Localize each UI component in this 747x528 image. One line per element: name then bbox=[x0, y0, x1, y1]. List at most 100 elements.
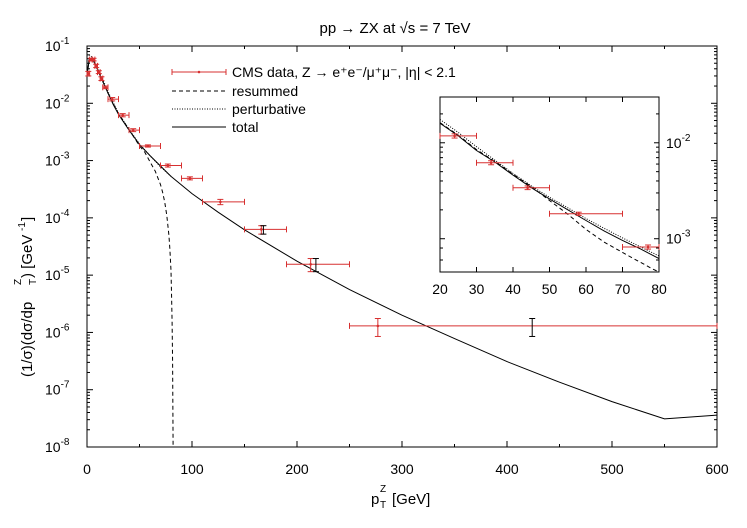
main-data-point bbox=[160, 162, 182, 169]
main-marker bbox=[100, 77, 103, 80]
x-tick-label: 200 bbox=[285, 461, 309, 477]
main-marker bbox=[166, 164, 170, 167]
main-axes: 0 100 200 300 400 500 600 10-8 10-7 10-6 10-5 10-4 1… bbox=[45, 36, 729, 477]
legend: CMS data, Z → e⁺e⁻/μ⁺μ⁻, |η| < 2.1 resum… bbox=[171, 64, 456, 135]
inset-x-tick-label: 60 bbox=[578, 281, 594, 297]
main-marker bbox=[146, 144, 150, 148]
y-tick-label: 10-7 bbox=[45, 380, 70, 398]
y-tick-label: 10-3 bbox=[45, 151, 70, 169]
main-data-point bbox=[90, 56, 97, 63]
legend-label-total: total bbox=[232, 119, 258, 135]
main-data-points bbox=[85, 56, 718, 337]
main-marker bbox=[104, 86, 107, 89]
main-data-point bbox=[181, 175, 203, 182]
legend-label-resummed: resummed bbox=[232, 83, 298, 99]
x-tick-label: 100 bbox=[180, 461, 204, 477]
main-series-resummed bbox=[86, 58, 174, 448]
x-tick-label: 300 bbox=[390, 461, 414, 477]
x-tick-label: 400 bbox=[495, 461, 519, 477]
main-marker bbox=[94, 64, 98, 68]
legend-entry-total: total bbox=[172, 119, 258, 135]
main-marker bbox=[376, 324, 380, 328]
main-data-point bbox=[98, 75, 105, 82]
main-data-point bbox=[202, 198, 245, 206]
main-marker bbox=[121, 113, 124, 117]
chart-title: pp → ZX at √s = 7 TeV bbox=[320, 20, 471, 37]
main-marker bbox=[110, 97, 114, 101]
inset-marker bbox=[453, 134, 456, 138]
main-marker bbox=[97, 70, 101, 74]
inset-marker bbox=[577, 212, 580, 216]
x-axis-label-sup: Z bbox=[380, 484, 386, 495]
inset-data-point bbox=[549, 210, 623, 217]
main-extra-errorbar bbox=[312, 258, 319, 273]
y-axis-label-a: (1/σ)(dσ/dp bbox=[19, 302, 36, 377]
y-tick-label: 10-6 bbox=[45, 322, 70, 340]
y-axis-label-sub: T bbox=[28, 279, 39, 285]
legend-label-perturbative: perturbative bbox=[232, 101, 306, 117]
inset-y-tick-label: 10-2 bbox=[666, 133, 691, 151]
main-data-point bbox=[128, 127, 140, 134]
x-axis-label-base: p bbox=[371, 491, 379, 508]
inset-x-tick-label: 70 bbox=[615, 281, 631, 297]
x-axis-label-unit: [GeV] bbox=[392, 491, 430, 508]
y-axis-label-c: ] bbox=[19, 217, 36, 221]
inset-plot: 20 30 40 50 60 70 80 10-2 10-3 bbox=[432, 96, 691, 297]
inset-data-point bbox=[622, 243, 660, 250]
inset-x-tick-label: 30 bbox=[469, 281, 485, 297]
y-tick-label: 10-5 bbox=[45, 265, 70, 283]
x-tick-label: 600 bbox=[705, 461, 729, 477]
y-tick-label: 10-4 bbox=[45, 208, 70, 226]
main-data-point bbox=[244, 225, 287, 235]
main-data-point bbox=[286, 258, 350, 273]
main-data-point bbox=[349, 318, 718, 337]
y-axis-label: (1/σ)(dσ/dp T Z ) [GeV -1 ] bbox=[13, 217, 39, 377]
inset-data-point bbox=[512, 184, 550, 191]
inset-marker bbox=[526, 186, 529, 190]
main-marker bbox=[131, 128, 135, 132]
main-data-point bbox=[139, 142, 161, 149]
y-axis-label-unit-sup: -1 bbox=[17, 222, 28, 231]
inset-data-point bbox=[439, 132, 477, 139]
inset-x-tick-label: 20 bbox=[432, 281, 448, 297]
inset-marker bbox=[646, 245, 650, 249]
main-data-point bbox=[107, 96, 119, 103]
inset-frame bbox=[439, 96, 660, 273]
inset-marker bbox=[489, 161, 493, 164]
main-extra-errorbar bbox=[529, 318, 536, 337]
inset-series-perturbative bbox=[439, 119, 660, 257]
inset-x-tick-label: 40 bbox=[505, 281, 521, 297]
legend-entry-perturbative: perturbative bbox=[172, 101, 306, 117]
legend-label-cms: CMS data, Z → e⁺e⁻/μ⁺μ⁻, |η| < 2.1 bbox=[232, 64, 456, 80]
inset-x-tick-label: 50 bbox=[542, 281, 558, 297]
x-axis-label: p T Z [GeV] bbox=[371, 484, 430, 511]
y-axis-label-sup: Z bbox=[13, 279, 24, 285]
main-data-point bbox=[95, 69, 102, 76]
inset-series-total bbox=[439, 122, 660, 260]
inset-y-tick-label: 10-3 bbox=[666, 229, 691, 247]
main-marker bbox=[89, 58, 93, 61]
main-marker bbox=[87, 72, 90, 75]
main-data-point bbox=[93, 62, 100, 69]
x-axis-label-sub: T bbox=[380, 500, 386, 511]
inset-x-tick-label: 80 bbox=[651, 281, 667, 297]
main-extra-errorbar bbox=[260, 225, 267, 235]
inset-data-points bbox=[439, 132, 660, 250]
inset-axes: 20 30 40 50 60 70 80 10-2 10-3 bbox=[432, 97, 691, 297]
main-data-point bbox=[85, 70, 92, 77]
legend-swatch-cms-dot bbox=[197, 70, 201, 74]
main-marker bbox=[309, 262, 312, 266]
legend-entry-cms: CMS data, Z → e⁺e⁻/μ⁺μ⁻, |η| < 2.1 bbox=[171, 64, 456, 80]
y-tick-label: 10-8 bbox=[45, 437, 70, 455]
x-tick-label: 0 bbox=[83, 461, 91, 477]
inset-data-point bbox=[476, 159, 514, 166]
main-marker bbox=[188, 177, 192, 180]
y-tick-label: 10-1 bbox=[45, 36, 70, 54]
y-tick-label: 10-2 bbox=[45, 93, 70, 111]
main-marker bbox=[92, 58, 95, 61]
main-data-point bbox=[118, 112, 130, 119]
main-marker bbox=[260, 228, 263, 231]
y-axis-label-b: ) [GeV bbox=[19, 235, 36, 278]
main-data-point bbox=[102, 84, 109, 91]
